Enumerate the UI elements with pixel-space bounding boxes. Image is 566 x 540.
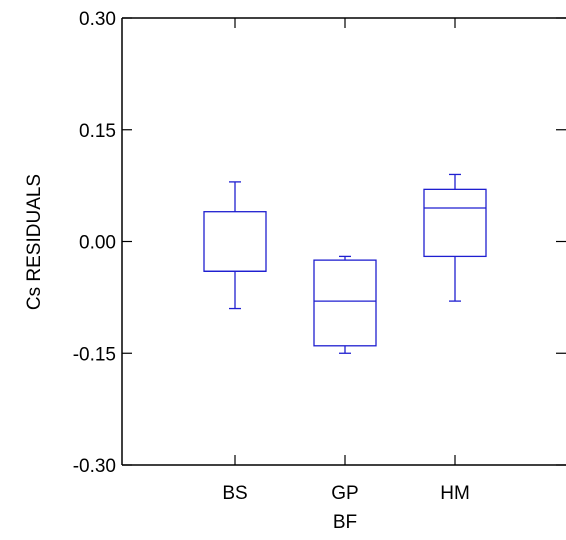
box-gp — [313, 255, 377, 354]
box-rect — [203, 211, 267, 272]
x-tick-label: GP — [331, 483, 358, 504]
x-tick-label: BS — [222, 483, 247, 504]
x-axis-ticks: BS GP HM — [222, 18, 470, 504]
box-series — [203, 173, 487, 354]
box-rect — [313, 259, 377, 347]
box-rect — [423, 188, 487, 258]
y-axis-ticks: -0.30 -0.15 0.00 0.15 0.30 — [73, 9, 566, 477]
y-tick-label: 0.00 — [79, 233, 116, 254]
y-tick-label: 0.30 — [79, 9, 116, 30]
y-tick-label: -0.30 — [73, 456, 116, 477]
y-tick-label: 0.15 — [79, 121, 116, 142]
y-tick-label: -0.15 — [73, 344, 116, 365]
x-tick-label: HM — [440, 483, 470, 504]
box-bs — [203, 181, 267, 310]
x-axis-title: BF — [333, 512, 357, 533]
box-hm — [423, 173, 487, 302]
axes — [121, 17, 566, 466]
y-axis-title: Cs RESIDUALS — [24, 174, 45, 310]
